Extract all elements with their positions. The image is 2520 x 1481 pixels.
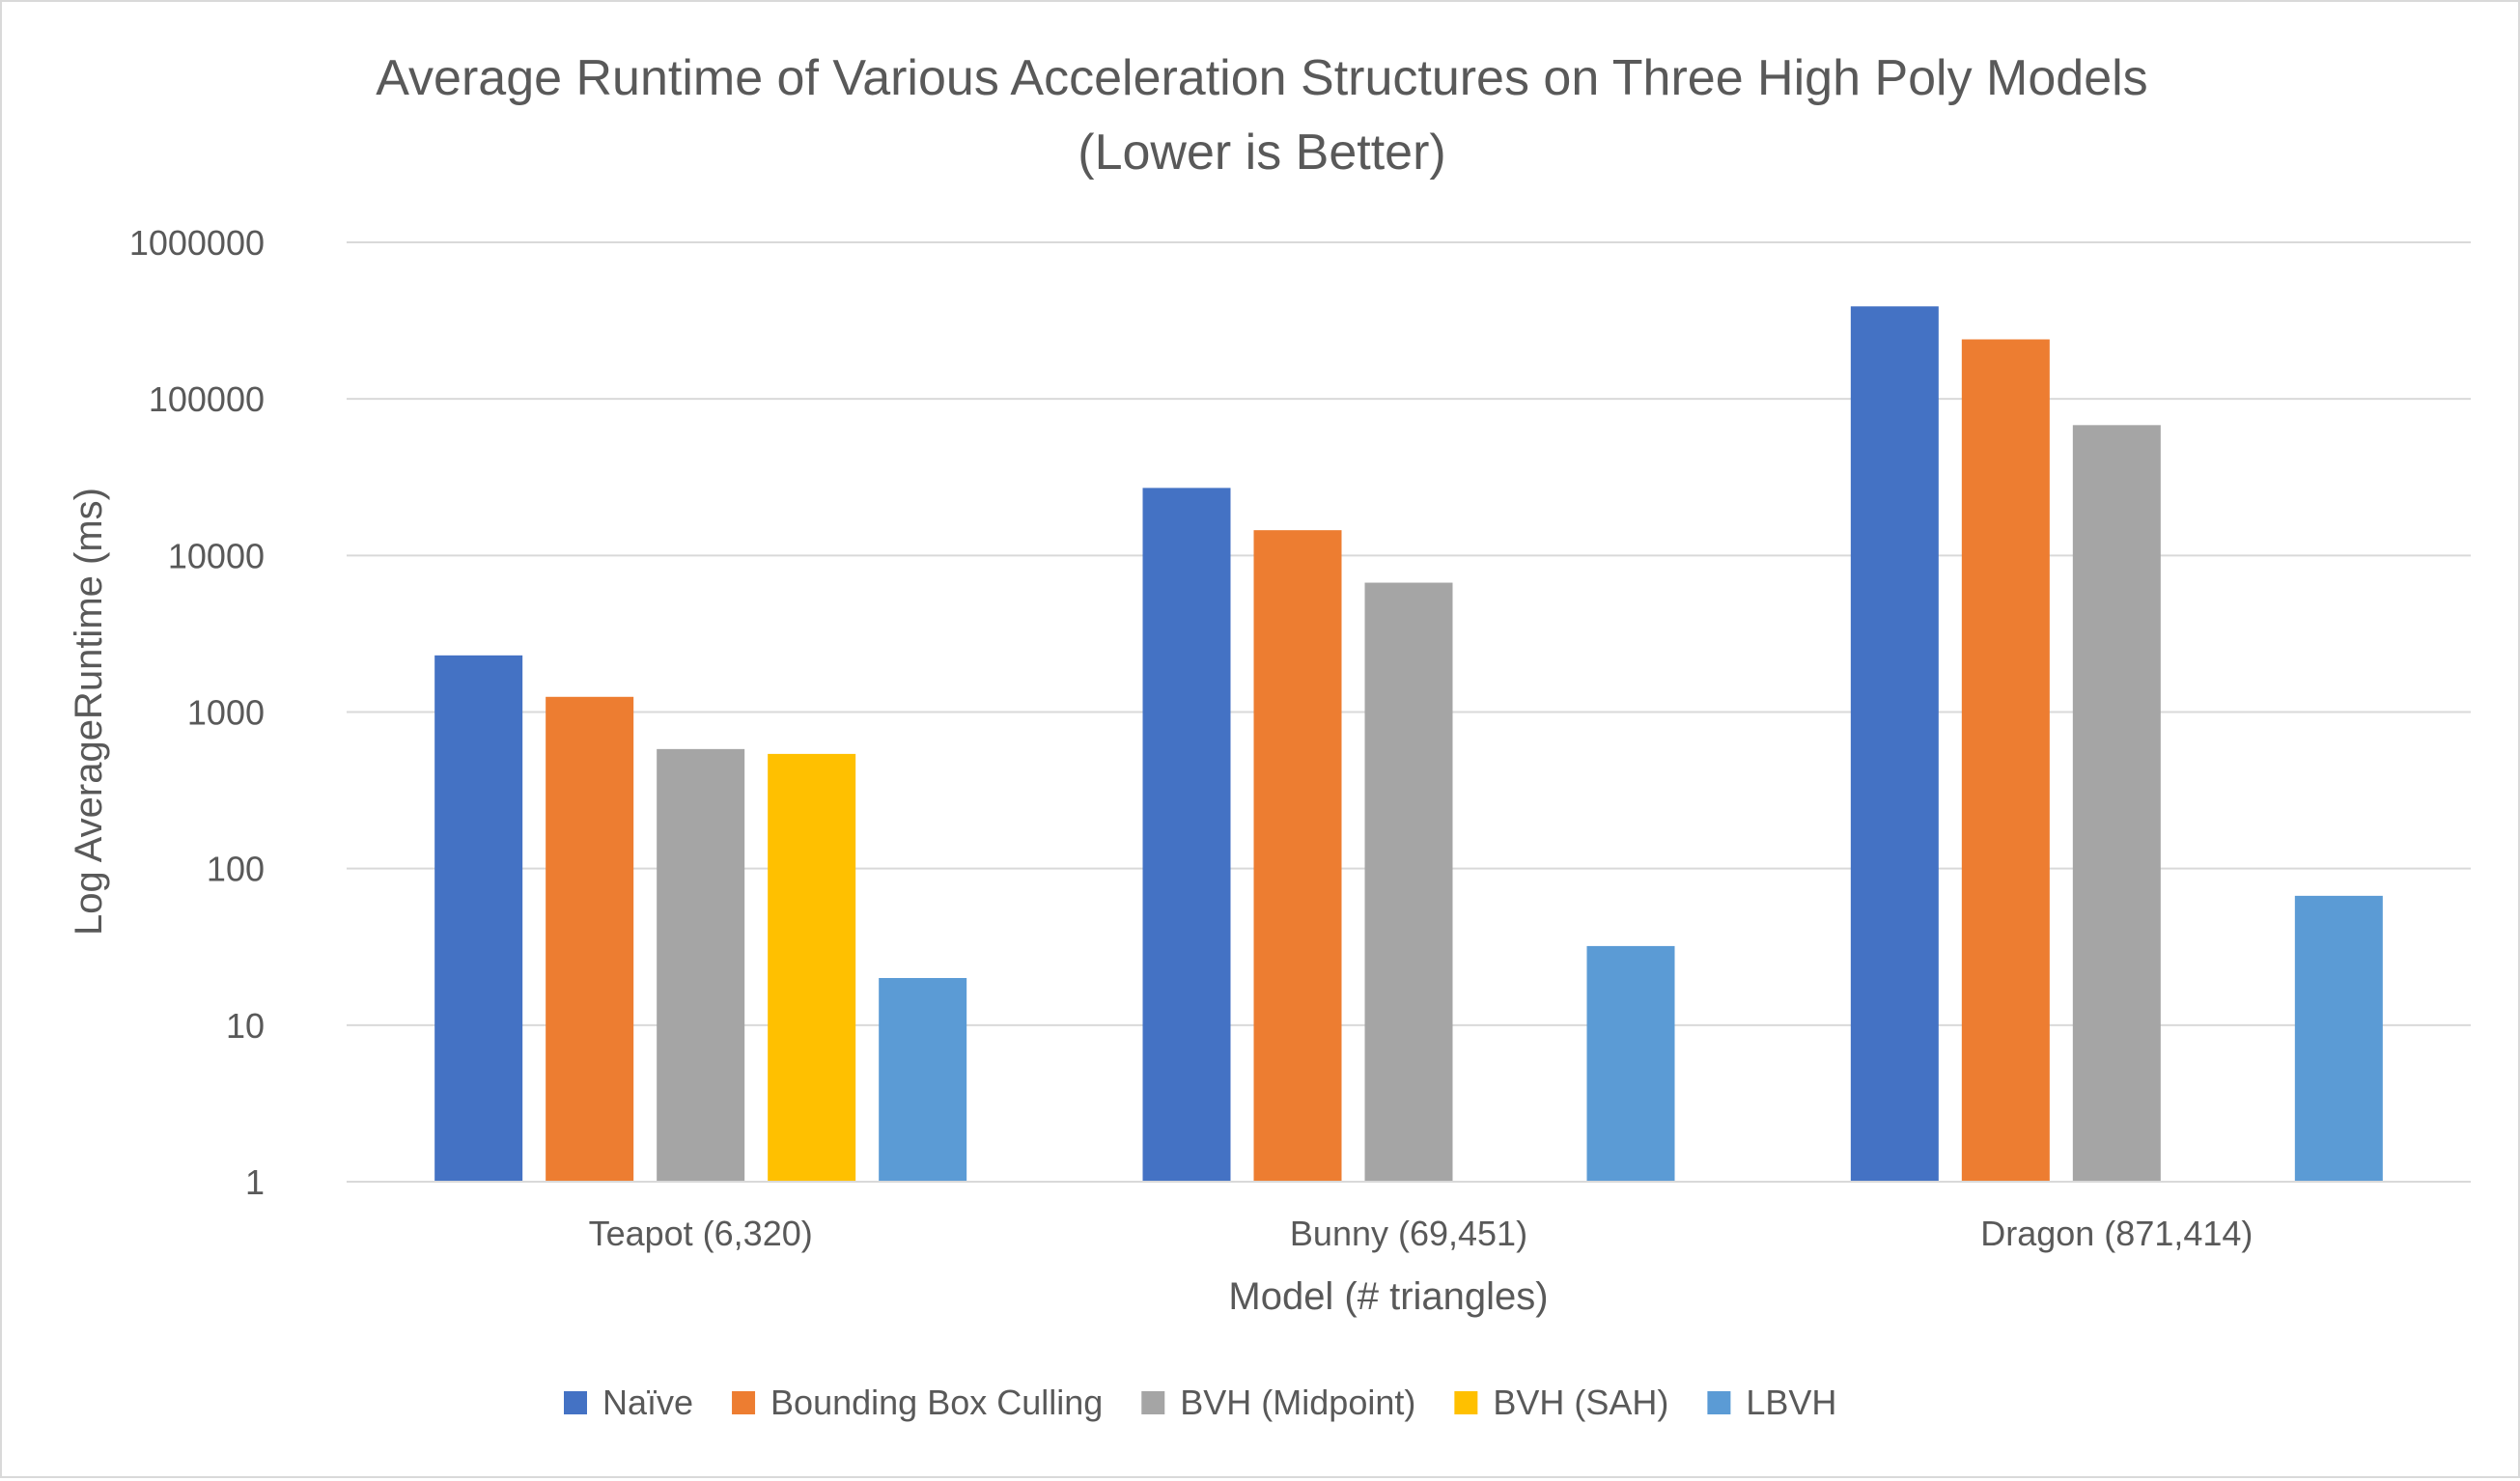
legend-label: BVH (SAH) [1493,1383,1668,1422]
bar-2-2 [2072,425,2161,1182]
x-axis-categories: Teapot (6,320) Bunny (69,451) Dragon (871,… [589,1214,2254,1253]
y-tick-label: 100 [207,850,265,889]
x-axis-label: Model (# triangles) [1228,1275,1548,1318]
bar-1-0 [546,696,634,1182]
legend-label: LBVH [1746,1383,1836,1422]
x-tick-label: Dragon (871,414) [1980,1214,2253,1253]
y-tick-label: 1000000 [129,223,265,263]
legend-label: Bounding Box Culling [770,1383,1103,1422]
bar-3-0 [768,753,856,1182]
bar-2-0 [657,748,745,1182]
legend-swatch [1454,1391,1478,1414]
bars [434,306,2383,1183]
legend-swatch [1707,1391,1731,1414]
chart-subtitle: (Lower is Better) [1078,125,1445,181]
x-tick-label: Bunny (69,451) [1290,1214,1527,1253]
bar-0-1 [1142,488,1231,1183]
legend-swatch [1141,1391,1165,1414]
legend-label: BVH (Midpoint) [1180,1383,1415,1422]
y-tick-label: 10 [226,1006,265,1046]
y-tick-label: 10000 [168,536,265,575]
chart-title: Average Runtime of Various Acceleration … [376,50,2147,106]
legend-label: Naïve [602,1383,693,1422]
bar-4-2 [2294,895,2383,1182]
x-tick-label: Teapot (6,320) [589,1214,813,1253]
bar-0-2 [1850,306,1939,1183]
bar-4-0 [879,978,967,1182]
legend-swatch [564,1391,587,1414]
bar-4-1 [1586,945,1675,1182]
y-axis-label: Log AverageRuntime (ms) [68,488,110,936]
y-axis-ticks: 1 10 100 1000 10000 100000 1000000 [129,223,265,1202]
y-tick-label: 1000 [187,693,265,733]
bar-2-1 [1364,582,1453,1182]
y-tick-label: 1 [245,1162,265,1202]
bar-0-0 [434,655,523,1182]
legend-swatch [732,1391,756,1414]
bar-1-2 [1961,339,2050,1183]
y-tick-label: 100000 [149,379,265,419]
bar-1-1 [1253,530,1342,1182]
legend: Naïve Bounding Box Culling BVH (Midpoint) B… [564,1383,1836,1422]
